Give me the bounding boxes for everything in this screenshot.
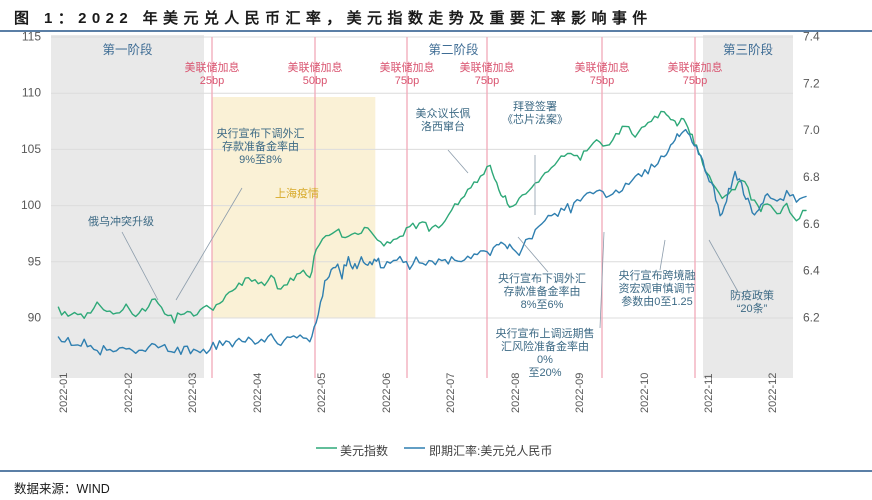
- svg-text:6.2: 6.2: [803, 311, 820, 325]
- svg-text:95: 95: [28, 254, 42, 268]
- svg-text:7.2: 7.2: [803, 76, 820, 90]
- svg-text:105: 105: [21, 142, 41, 156]
- svg-text:6.4: 6.4: [803, 264, 820, 278]
- svg-text:90: 90: [28, 311, 42, 325]
- svg-text:7.0: 7.0: [803, 123, 820, 137]
- svg-text:115: 115: [22, 30, 41, 44]
- svg-text:6.8: 6.8: [803, 170, 820, 184]
- svg-text:110: 110: [22, 86, 41, 100]
- svg-text:6.6: 6.6: [803, 217, 820, 231]
- svg-text:7.4: 7.4: [803, 30, 820, 44]
- svg-text:100: 100: [21, 198, 41, 212]
